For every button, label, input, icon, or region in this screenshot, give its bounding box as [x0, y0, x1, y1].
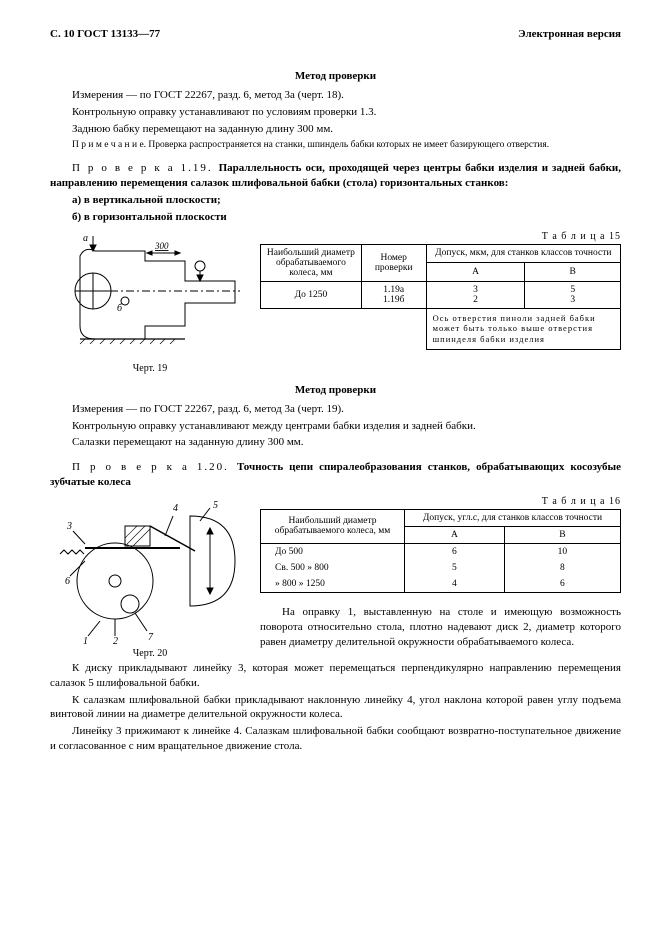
- check-119-label: П р о в е р к а 1.19.: [72, 162, 219, 174]
- table-16: Наибольший диаметр обрабатываемого колес…: [260, 509, 621, 593]
- check-119-b: б) в горизонтальной плоскости: [50, 210, 621, 225]
- t16-r2A: 5: [405, 560, 505, 576]
- check-119: П р о в е р к а 1.19. Параллельность оси…: [50, 161, 621, 191]
- table-row: Ось отверстия пиноли задней бабки может …: [261, 308, 621, 349]
- t16-r1A: 6: [405, 543, 505, 560]
- t16-h2: Допуск, угл.с, для станков классов точно…: [405, 509, 621, 526]
- t15-hA: А: [426, 263, 525, 282]
- t15-h1: Наибольший диаметр об­рабатываемо­го кол…: [261, 244, 362, 281]
- figure-20: 1 2 3 4 5 6 7 Черт. 20: [50, 496, 250, 659]
- t15-hB: В: [525, 263, 621, 282]
- t15-h2: Номер проверки: [361, 244, 426, 281]
- para-5: Измерения — по ГОСТ 22267, разд. 6, мето…: [50, 402, 621, 417]
- t15-r1c2: 1.19а 1.19б: [361, 281, 426, 308]
- t16-r1c1: До 500: [261, 543, 405, 560]
- fig20-n5: 5: [213, 500, 218, 511]
- para-note: П р и м е ч а н и е. Проверка распростра…: [50, 139, 621, 152]
- fig20-caption: Черт. 20: [50, 648, 250, 659]
- check-120-label: П р о в е р к а 1.20.: [72, 461, 237, 473]
- t16-r3A: 4: [405, 576, 505, 593]
- section-title-1: Метод проверки: [50, 70, 621, 82]
- t15-h3: Допуск, мкм, для станков классов точност…: [426, 244, 620, 263]
- fig19-dim: 300: [154, 241, 169, 251]
- table15-caption: Т а б л и ц а 15: [260, 231, 621, 242]
- t16-h1: Наибольший диаметр обрабатываемого колес…: [261, 509, 405, 543]
- t16-r2c1: Св. 500 » 800: [261, 560, 405, 576]
- figure-19: а б 300 Черт. 19: [50, 231, 250, 374]
- fig20-n4: 4: [173, 503, 178, 514]
- t15-r1c4: 5 3: [525, 281, 621, 308]
- fig20-n1: 1: [83, 636, 88, 646]
- fig19-label-a: а: [83, 233, 88, 244]
- table-row: До 500 6 10: [261, 543, 621, 560]
- fig20-n2: 2: [113, 636, 118, 646]
- t16-r1B: 10: [504, 543, 620, 560]
- para-6: Контрольную оправку устанавливают между …: [50, 419, 621, 434]
- para-10: К салазкам шлифовальной бабки прикладыва…: [50, 693, 621, 723]
- para-11: Линейку 3 прижимают к линейке 4. Салазка…: [50, 724, 621, 754]
- t16-hA: А: [405, 526, 505, 543]
- section-title-2: Метод проверки: [50, 384, 621, 396]
- check-120: П р о в е р к а 1.20. Точность цепи спир…: [50, 460, 621, 490]
- fig20-n3: 3: [66, 521, 72, 532]
- t16-hB: В: [504, 526, 620, 543]
- fig19-label-b: б: [117, 303, 123, 314]
- t15-r1c3: 3 2: [426, 281, 525, 308]
- para-7: Салазки перемещают на заданную длину 300…: [50, 435, 621, 450]
- table-row: Св. 500 » 800 5 8: [261, 560, 621, 576]
- para-9: К диску прикладывают линейку 3, которая …: [50, 661, 621, 691]
- fig19-caption: Черт. 19: [50, 363, 250, 374]
- table-row: До 1250 1.19а 1.19б 3 2 5 3: [261, 281, 621, 308]
- check-119-a: а) в вертикальной плоскости;: [50, 193, 621, 208]
- t16-r3B: 6: [504, 576, 620, 593]
- t16-r2B: 8: [504, 560, 620, 576]
- t16-r3c1: » 800 » 1250: [261, 576, 405, 593]
- page-header-right: Электронная версия: [518, 28, 621, 40]
- page-header-left: С. 10 ГОСТ 13133—77: [50, 28, 160, 40]
- fig20-n6: 6: [65, 576, 70, 587]
- para-3: Заднюю бабку перемещают на заданную длин…: [50, 122, 621, 137]
- t15-r1c1: До 1250: [261, 281, 362, 308]
- table-row: » 800 » 1250 4 6: [261, 576, 621, 593]
- table16-caption: Т а б л и ц а 16: [260, 496, 621, 507]
- para-8: На оправку 1, выставленную на столе и им…: [260, 605, 621, 650]
- para-1: Измерения — по ГОСТ 22267, разд. 6, мето…: [50, 88, 621, 103]
- fig20-n7: 7: [148, 632, 154, 643]
- t15-footnote: Ось отверстия пиноли задней бабки может …: [426, 308, 620, 349]
- para-2: Контрольную оправку устанавливают по усл…: [50, 105, 621, 120]
- table-15: Наибольший диаметр об­рабатываемо­го кол…: [260, 244, 621, 350]
